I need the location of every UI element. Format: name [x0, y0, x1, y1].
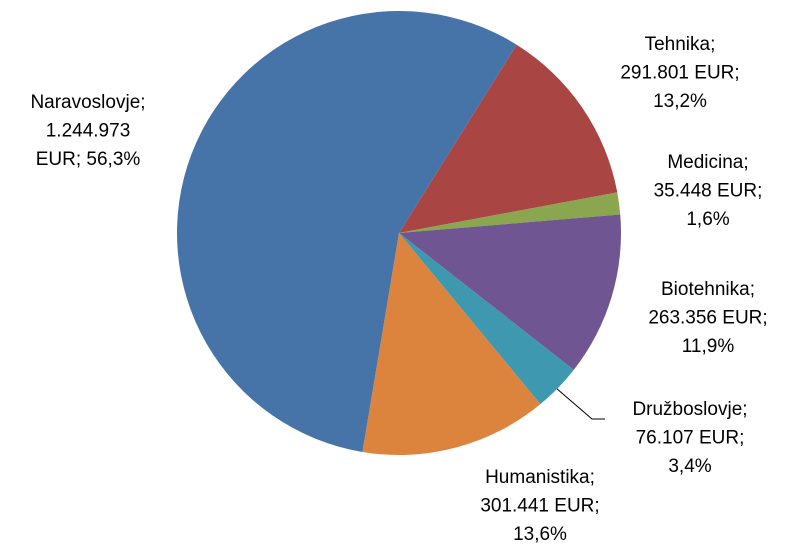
label-part: Medicina — [667, 152, 743, 173]
label-part: ; — [750, 279, 755, 300]
label-part: 301.441 EUR — [480, 496, 594, 517]
label-line: Družboslovje; — [632, 399, 747, 420]
label-part: EUR — [36, 149, 76, 170]
label-part: 56,3% — [86, 149, 140, 170]
label-line: 11,9% — [682, 336, 735, 357]
label-part: Družboslovje — [632, 399, 742, 420]
label-part: ; — [739, 428, 744, 449]
label-part: ; — [734, 63, 739, 84]
label-line: Naravoslovje; — [30, 92, 145, 113]
label-part: Tehnika — [645, 34, 711, 55]
pie-slice — [177, 11, 517, 452]
label-line: 1.244.973 — [46, 121, 131, 142]
pie-slice — [362, 233, 541, 455]
label-line: 291.801 EUR; — [620, 63, 739, 84]
pie-slice — [399, 192, 621, 233]
label-part: 35.448 EUR — [654, 181, 758, 202]
label-part: ; — [742, 399, 747, 420]
label-part: 13,2% — [653, 91, 707, 112]
label-part: 291.801 EUR — [620, 63, 734, 84]
label-part: 3,4% — [668, 456, 711, 477]
data-label: Tehnika; 291.801 EUR; 13,2% — [620, 34, 739, 112]
label-line: 35.448 EUR; — [654, 181, 763, 202]
pie-slice — [399, 214, 621, 370]
label-line: Humanistika; — [485, 467, 595, 488]
label-part: Naravoslovje — [30, 92, 140, 113]
label-part: 1,6% — [686, 209, 729, 230]
label-line: Medicina; — [667, 152, 748, 173]
label-part: ; — [757, 181, 762, 202]
data-label: Humanistika; 301.441 EUR; 13,6% — [480, 467, 599, 545]
label-part: ; — [594, 496, 599, 517]
label-line: 13,2% — [653, 91, 707, 112]
data-label: Družboslovje; 76.107 EUR; 3,4% — [632, 399, 747, 477]
label-part: ; — [76, 149, 87, 170]
label-part: ; — [140, 92, 145, 113]
label-line: Biotehnika; — [661, 279, 755, 300]
label-line: 13,6% — [513, 524, 567, 545]
data-label: Medicina; 35.448 EUR; 1,6% — [654, 152, 763, 230]
label-part: 13,6% — [513, 524, 567, 545]
label-line: EUR; 56,3% — [36, 149, 141, 170]
pie-slice — [399, 44, 618, 233]
label-part: ; — [590, 467, 595, 488]
data-label: Biotehnika; 263.356 EUR; 11,9% — [648, 279, 767, 357]
label-part: 76.107 EUR — [636, 428, 740, 449]
label-part: 1.244.973 — [46, 121, 131, 142]
label-part: Humanistika — [485, 467, 590, 488]
label-line: 3,4% — [668, 456, 711, 477]
label-part: ; — [762, 308, 767, 329]
data-label: Naravoslovje; 1.244.973 EUR; 56,3% — [30, 92, 145, 170]
label-line: 76.107 EUR; — [636, 428, 745, 449]
label-part: ; — [743, 152, 748, 173]
label-part: ; — [710, 34, 715, 55]
label-part: 11,9% — [682, 336, 735, 357]
label-line: 301.441 EUR; — [480, 496, 599, 517]
pie-slice — [399, 233, 574, 405]
leader-line — [555, 387, 605, 420]
label-line: 1,6% — [686, 209, 729, 230]
label-line: Tehnika; — [645, 34, 716, 55]
label-part: Biotehnika — [661, 279, 750, 300]
label-line: 263.356 EUR; — [648, 308, 767, 329]
label-part: 263.356 EUR — [648, 308, 762, 329]
